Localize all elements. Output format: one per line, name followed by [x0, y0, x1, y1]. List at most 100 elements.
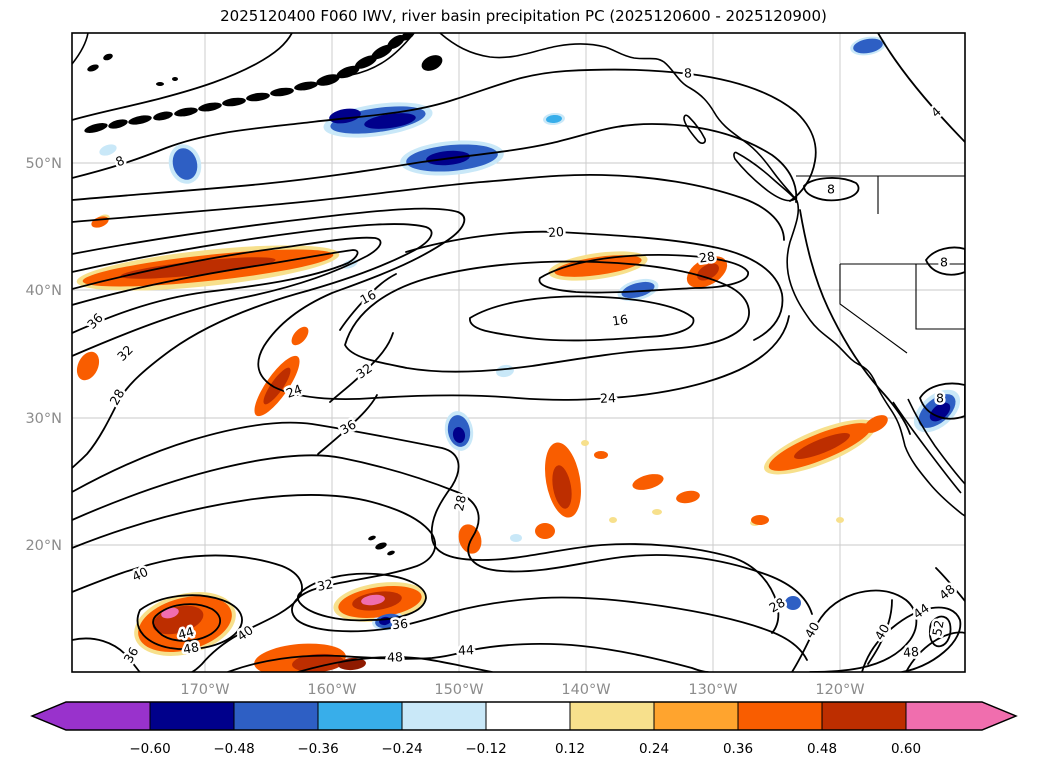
contour-label: 44 — [176, 624, 195, 643]
island — [401, 33, 415, 41]
x-tick-label: 160°W — [307, 682, 356, 698]
y-tick-label: 40°N — [25, 283, 62, 299]
colorbar-segment — [485, 701, 571, 731]
colorbar-tick-label: 0.36 — [723, 741, 753, 757]
colorbar-segment — [149, 701, 235, 731]
island — [387, 550, 395, 556]
contour-line — [935, 567, 965, 602]
contour-label: 48 — [387, 649, 403, 665]
contour-line — [329, 332, 394, 403]
colorbar-tick-label: −0.24 — [381, 741, 422, 757]
contour-line — [799, 209, 911, 435]
contour-line — [227, 643, 709, 672]
coastline — [907, 398, 965, 485]
x-tick-label: 130°W — [688, 682, 737, 698]
contour-line — [72, 207, 790, 401]
contour-label: 8 — [827, 182, 835, 197]
contour-label: 20 — [547, 224, 564, 240]
contour-label: 28 — [698, 248, 716, 265]
contour-label: 28 — [766, 595, 787, 616]
chart-title: 2025120400 F060 IWV, river basin precipi… — [220, 7, 827, 25]
shaded-region-navy — [364, 113, 416, 129]
shaded-region-pink — [361, 594, 385, 606]
colorbar-tick-label: −0.60 — [129, 741, 170, 757]
shaded-region-yellow — [581, 440, 589, 446]
island — [336, 65, 360, 79]
island — [368, 535, 376, 541]
political-border — [839, 264, 908, 354]
contour-line — [72, 123, 798, 203]
coastline — [733, 151, 796, 202]
shaded-region-orange — [594, 451, 608, 459]
colorbar-tick-label: 0.24 — [639, 741, 669, 757]
map-frame — [71, 32, 966, 673]
contour-line — [72, 249, 359, 334]
island — [354, 55, 378, 69]
contour-line — [905, 631, 965, 672]
contour-label: 40 — [802, 619, 823, 640]
shaded-region-orange — [535, 523, 555, 539]
colorbar-tick-label: 0.60 — [891, 741, 921, 757]
contour-line — [344, 260, 750, 373]
contour-line — [339, 273, 397, 331]
contour-line — [72, 494, 808, 661]
y-tick-label: 20°N — [25, 538, 62, 554]
shaded-region-orange — [632, 474, 664, 490]
island — [87, 64, 99, 72]
contour-label: 44 — [910, 600, 932, 621]
contour-line — [72, 173, 785, 241]
contour-label: 40 — [872, 621, 893, 642]
contour-line — [72, 236, 382, 357]
shaded-region-blue — [785, 596, 801, 610]
contour-line — [317, 394, 378, 455]
contour-label: 24 — [600, 390, 617, 406]
y-tick-label: 50°N — [25, 156, 62, 172]
contour-label: 8 — [113, 153, 127, 170]
contour-line — [469, 295, 695, 342]
contour-line — [877, 33, 965, 143]
contour-line — [296, 572, 427, 622]
island — [108, 119, 128, 129]
contour-label: 44 — [458, 642, 475, 658]
contour-label: 40 — [130, 564, 151, 584]
contour-line — [803, 177, 860, 202]
island — [387, 34, 405, 50]
island — [294, 81, 318, 91]
shaded-region-pink — [161, 607, 179, 619]
colorbar-under-arrow — [30, 701, 151, 731]
political-border — [915, 264, 965, 330]
colorbar-tick-label: 0.48 — [807, 741, 837, 757]
coastline — [350, 33, 415, 76]
island — [421, 55, 443, 71]
shaded-region-red — [292, 653, 344, 672]
island — [316, 74, 340, 86]
contour-line — [136, 594, 243, 651]
colorbar-segment — [317, 701, 403, 731]
contour-line — [72, 454, 813, 615]
shaded-region-yellow — [836, 517, 844, 523]
x-tick-label: 150°W — [434, 682, 483, 698]
contour-line — [72, 637, 141, 672]
contour-label: 28 — [107, 386, 128, 407]
contour-label: 32 — [114, 342, 136, 364]
island — [375, 542, 387, 550]
shaded-region-pale — [496, 364, 514, 378]
shaded-region-red — [794, 433, 850, 459]
coastline — [892, 401, 962, 494]
contour-label: 8 — [940, 255, 948, 270]
colorbar-segment — [401, 701, 487, 731]
contour-label: 36 — [391, 616, 408, 633]
island — [246, 92, 270, 102]
island — [103, 53, 113, 61]
contour-line — [919, 382, 965, 420]
contour-line — [72, 421, 780, 634]
x-tick-label: 170°W — [180, 682, 229, 698]
island — [174, 107, 198, 117]
y-tick-label: 30°N — [25, 411, 62, 427]
island — [153, 111, 173, 121]
contour-label: 48 — [182, 639, 200, 657]
shaded-region-orange — [676, 490, 700, 504]
shaded-region-red — [263, 367, 291, 405]
shaded-region-orange — [751, 515, 769, 525]
